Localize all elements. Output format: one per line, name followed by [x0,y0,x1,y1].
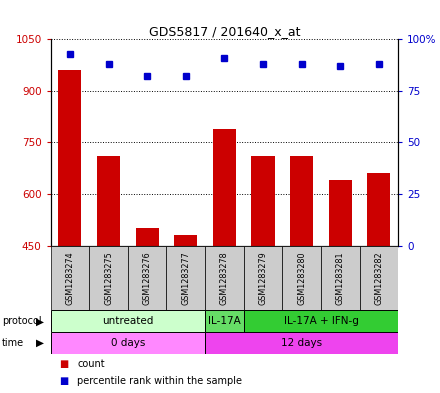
Text: ▶: ▶ [36,338,44,348]
Text: GSM1283278: GSM1283278 [220,251,229,305]
Text: 12 days: 12 days [281,338,322,348]
Bar [59,70,81,246]
Bar [51,332,205,354]
Text: count: count [77,359,105,369]
Text: 0 days: 0 days [110,338,145,348]
Bar [329,180,352,246]
Text: GSM1283275: GSM1283275 [104,251,113,305]
Bar [359,246,398,310]
Bar [321,246,359,310]
Bar [97,156,120,246]
Text: percentile rank within the sample: percentile rank within the sample [77,376,242,386]
Bar [290,156,313,246]
Bar [89,246,128,310]
Text: IL-17A + IFN-g: IL-17A + IFN-g [283,316,359,326]
Bar [213,129,236,246]
Bar [244,310,398,332]
Bar [205,310,244,332]
Text: GSM1283280: GSM1283280 [297,251,306,305]
Bar [51,246,89,310]
Text: GSM1283276: GSM1283276 [143,251,152,305]
Text: ■: ■ [59,359,69,369]
Bar [51,310,205,332]
Text: time: time [2,338,24,348]
Bar [251,156,275,246]
Text: untreated: untreated [102,316,154,326]
Bar [205,246,244,310]
Title: GDS5817 / 201640_x_at: GDS5817 / 201640_x_at [149,25,300,38]
Bar [244,246,282,310]
Bar [166,246,205,310]
Text: ▶: ▶ [36,316,44,326]
Bar [205,332,398,354]
Text: IL-17A: IL-17A [208,316,241,326]
Text: ■: ■ [59,376,69,386]
Bar [367,173,390,246]
Bar [174,235,198,246]
Text: GSM1283281: GSM1283281 [336,251,345,305]
Bar [136,228,159,246]
Text: protocol: protocol [2,316,42,326]
Bar [282,246,321,310]
Text: GSM1283279: GSM1283279 [259,251,268,305]
Text: GSM1283277: GSM1283277 [181,251,190,305]
Text: GSM1283282: GSM1283282 [374,251,383,305]
Text: GSM1283274: GSM1283274 [66,251,74,305]
Bar [128,246,166,310]
